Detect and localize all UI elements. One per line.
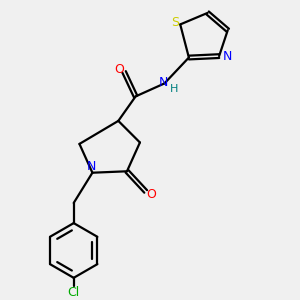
Text: S: S	[171, 16, 179, 28]
Text: N: N	[223, 50, 232, 63]
Text: N: N	[159, 76, 168, 88]
Text: N: N	[86, 160, 96, 173]
Text: Cl: Cl	[68, 286, 80, 299]
Text: H: H	[170, 84, 179, 94]
Text: O: O	[114, 63, 124, 76]
Text: O: O	[146, 188, 156, 201]
